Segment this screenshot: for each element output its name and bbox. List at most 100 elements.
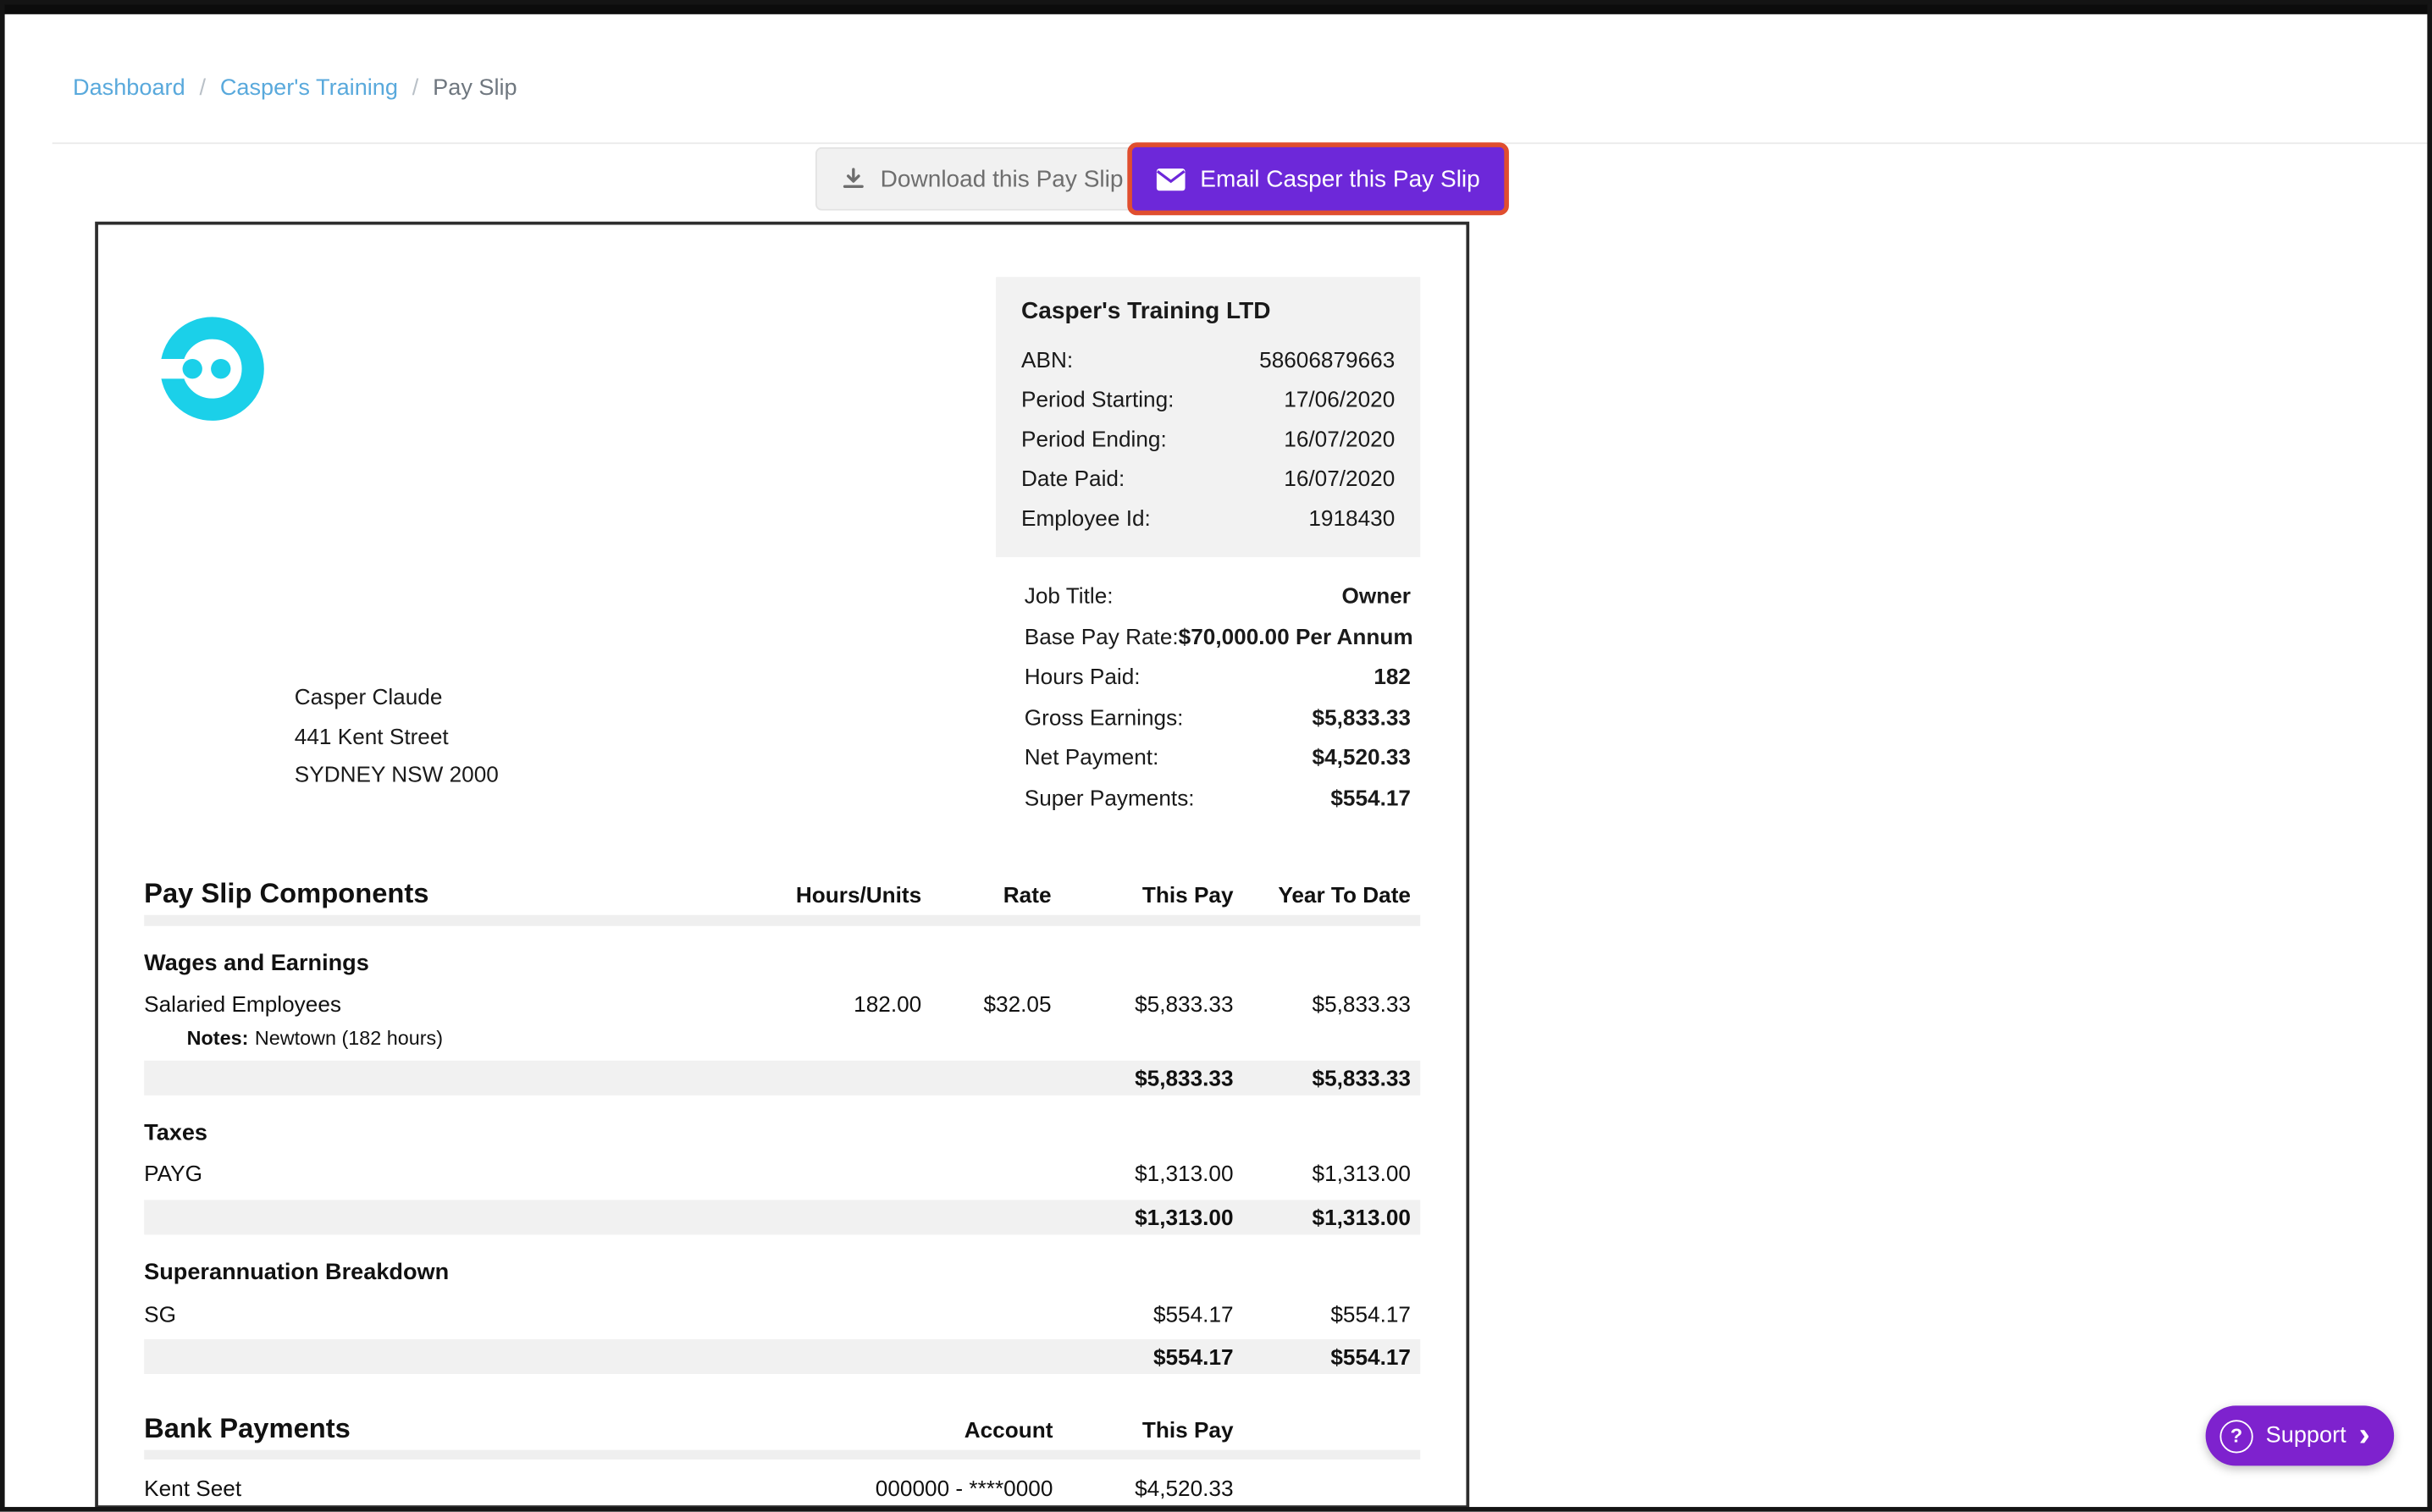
total-year-to-date: $5,833.33: [1312, 1065, 1411, 1091]
row-year-to-date: $5,833.33: [1312, 991, 1411, 1017]
col-header-this-pay: This Pay: [1141, 1416, 1234, 1443]
company-detail-row: Employee Id: 1918430: [1021, 499, 1395, 538]
summary-row: Job Title: Owner: [1025, 577, 1411, 617]
summary-value: $4,520.33: [1312, 743, 1411, 770]
group-name-superannuation: Superannuation Breakdown: [144, 1260, 450, 1286]
download-icon: [843, 168, 864, 188]
company-detail-row: ABN: 58606879663: [1021, 340, 1395, 380]
detail-value: 16/07/2020: [1284, 425, 1396, 451]
breadcrumb-separator: /: [412, 75, 419, 102]
company-detail-row: Date Paid: 16/07/2020: [1021, 459, 1395, 499]
breadcrumb-separator: /: [199, 75, 207, 102]
bank-this-pay: $4,520.33: [1135, 1475, 1234, 1501]
col-header-this-pay: This Pay: [1141, 881, 1234, 908]
detail-label: Period Starting:: [1021, 386, 1175, 412]
detail-label: Date Paid:: [1021, 465, 1125, 491]
download-payslip-label: Download this Pay Slip: [880, 165, 1124, 193]
row-label: PAYG: [144, 1160, 203, 1186]
question-icon: ?: [2219, 1419, 2253, 1453]
summary-value: Owner: [1341, 582, 1411, 609]
total-this-pay: $554.17: [1152, 1344, 1234, 1370]
summary-row: Hours Paid: 182: [1025, 657, 1411, 698]
payslip-components-table: Pay Slip Components Hours/Units Rate Thi…: [144, 870, 1421, 1504]
company-name: Casper's Training LTD: [1021, 297, 1271, 325]
col-header-rate: Rate: [1003, 881, 1052, 908]
summary-value: 182: [1374, 663, 1411, 689]
summary-value: $554.17: [1330, 784, 1411, 810]
bank-account-number: 000000 - ****0000: [875, 1475, 1053, 1501]
group-name-taxes: Taxes: [144, 1120, 208, 1146]
total-year-to-date: $1,313.00: [1312, 1204, 1411, 1230]
pay-summary: Job Title: Owner Base Pay Rate: $70,000.…: [1024, 577, 1413, 819]
col-header-hours-units: Hours/Units: [795, 881, 922, 908]
bank-account-name: Kent Seet: [144, 1475, 242, 1501]
detail-value: 58606879663: [1259, 346, 1396, 372]
col-header-account: Account: [964, 1416, 1053, 1443]
company-logo: [150, 307, 274, 431]
employee-name: Casper Claude: [294, 683, 443, 709]
table-row: Salaried Employees 182.00 $32.05 $5,833.…: [144, 988, 1420, 1019]
total-year-to-date: $554.17: [1330, 1344, 1411, 1370]
summary-label: Super Payments:: [1024, 784, 1195, 810]
summary-row: Base Pay Rate: $70,000.00 Per Annum: [1024, 616, 1413, 657]
row-notes: Notes: Newtown (182 hours): [144, 1026, 1420, 1053]
company-detail-row: Period Starting: 17/06/2020: [1021, 380, 1395, 420]
group-total-row: $554.17 $554.17: [144, 1338, 1421, 1374]
summary-label: Hours Paid:: [1024, 663, 1141, 689]
email-payslip-label: Email Casper this Pay Slip: [1200, 165, 1480, 193]
employee-address-line2: SYDNEY NSW 2000: [294, 761, 499, 787]
detail-value: 17/06/2020: [1284, 386, 1396, 412]
notes-text: Newtown (182 hours): [254, 1027, 444, 1050]
row-hours-units: 182.00: [854, 991, 922, 1017]
bank-payments-header-row: Bank Payments Account This Pay: [144, 1405, 1420, 1447]
total-this-pay: $5,833.33: [1135, 1065, 1234, 1091]
group-total-row: $1,313.00 $1,313.00: [144, 1200, 1421, 1235]
col-header-year-to-date: Year To Date: [1278, 881, 1411, 908]
chevron-right-icon: ›: [2358, 1415, 2370, 1453]
group-total-row: $5,833.33 $5,833.33: [144, 1060, 1421, 1095]
row-year-to-date: $554.17: [1330, 1300, 1411, 1327]
row-year-to-date: $1,313.00: [1312, 1160, 1411, 1186]
employee-address: Casper Claude 441 Kent Street SYDNEY NSW…: [295, 677, 499, 793]
row-label: Salaried Employees: [144, 991, 341, 1017]
notes-label: Notes:: [186, 1027, 249, 1050]
bank-payment-row: Kent Seet 000000 - ****0000 $4,520.33: [144, 1472, 1420, 1504]
summary-label: Net Payment:: [1024, 743, 1159, 770]
detail-label: Employee Id:: [1021, 505, 1151, 531]
row-this-pay: $5,833.33: [1135, 991, 1234, 1017]
download-payslip-button[interactable]: Download this Pay Slip: [815, 146, 1149, 211]
company-logo-icon: [150, 317, 264, 421]
summary-row: Net Payment: $4,520.33: [1025, 737, 1411, 778]
total-this-pay: $1,313.00: [1135, 1204, 1234, 1230]
row-this-pay: $554.17: [1152, 1300, 1234, 1327]
components-title: Pay Slip Components: [144, 876, 429, 909]
company-info-box: Casper's Training LTD ABN: 58606879663 P…: [996, 277, 1421, 558]
summary-value: $5,833.33: [1312, 704, 1411, 730]
header-underline-strip: [144, 914, 1421, 926]
breadcrumb-current-page: Pay Slip: [433, 75, 517, 102]
header-underline-strip: [144, 1449, 1421, 1460]
breadcrumb-link-company[interactable]: Casper's Training: [219, 75, 398, 102]
table-row: PAYG $1,313.00 $1,313.00: [144, 1157, 1420, 1189]
detail-value: 16/07/2020: [1284, 465, 1396, 491]
detail-label: ABN:: [1021, 346, 1074, 372]
payslip-document: Casper's Training LTD ABN: 58606879663 P…: [95, 221, 1470, 1509]
summary-label: Gross Earnings:: [1024, 704, 1184, 730]
summary-row: Gross Earnings: $5,833.33: [1025, 698, 1411, 738]
table-row: SG $554.17 $554.17: [144, 1298, 1420, 1329]
employee-address-line1: 441 Kent Street: [294, 722, 449, 748]
summary-label: Job Title:: [1024, 582, 1114, 609]
window-top-bar: [0, 0, 2432, 14]
components-header-row: Pay Slip Components Hours/Units Rate Thi…: [144, 870, 1420, 912]
row-this-pay: $1,313.00: [1135, 1160, 1234, 1186]
envelope-icon: [1156, 168, 1186, 190]
detail-value: 1918430: [1308, 505, 1396, 531]
row-label: SG: [144, 1300, 176, 1327]
support-button[interactable]: ? Support ›: [2205, 1405, 2394, 1466]
breadcrumb-link-dashboard[interactable]: Dashboard: [73, 75, 185, 102]
email-payslip-button[interactable]: Email Casper this Pay Slip: [1127, 142, 1509, 216]
support-label: Support: [2265, 1422, 2346, 1449]
summary-label: Base Pay Rate:: [1024, 622, 1179, 648]
summary-row: Super Payments: $554.17: [1025, 778, 1411, 819]
row-rate: $32.05: [983, 991, 1052, 1017]
